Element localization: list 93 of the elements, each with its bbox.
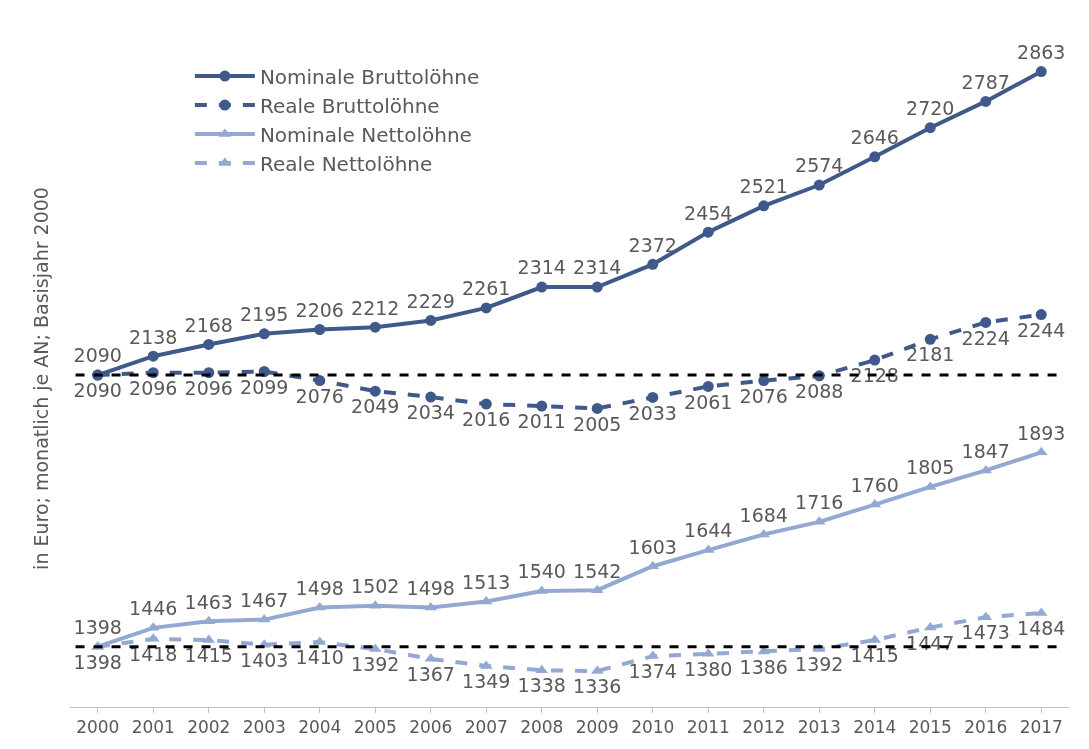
data-label: 1386 [739,655,788,678]
data-label: 1540 [517,560,566,583]
legend-label: Nominale Bruttolöhne [259,64,480,89]
data-label: 2076 [295,384,344,407]
y-axis-title: in Euro; monatlich je AN; Basisjahr 2000 [29,187,52,570]
legend-label: Reale Bruttolöhne [259,93,440,118]
x-tick-label: 2009 [575,717,619,738]
legend-label: Nominale Nettolöhne [259,122,472,147]
x-tick-label: 2016 [964,717,1008,738]
data-label: 2314 [517,256,566,279]
data-label: 1398 [73,616,122,639]
x-tick-label: 2011 [686,717,730,738]
data-label: 1374 [628,660,677,683]
legend-label: Reale Nettolöhne [259,151,433,176]
data-label: 1392 [795,653,844,676]
data-label: 2206 [295,298,344,321]
data-label: 2224 [961,326,1010,349]
data-label: 2016 [462,408,511,431]
data-label: 2096 [184,376,233,399]
data-label: 2076 [739,384,788,407]
data-label: 2033 [628,401,677,424]
x-tick-label: 2006 [409,717,453,738]
data-label: 2090 [73,379,122,402]
data-label: 1447 [906,631,955,654]
data-label: 1603 [628,535,677,558]
data-label: 2720 [906,97,955,120]
data-label: 2168 [184,313,233,336]
data-label: 1403 [240,648,289,671]
x-tick-label: 2004 [298,717,342,738]
x-tick-label: 2002 [187,717,231,738]
data-label: 2195 [240,303,289,326]
data-label: 2011 [517,410,566,433]
data-label: 2244 [1017,318,1066,341]
data-label: 1484 [1017,617,1066,640]
data-label: 2061 [684,390,733,413]
data-label: 2049 [351,395,400,418]
data-label: 1498 [295,576,344,599]
data-label: 2096 [129,376,178,399]
x-tick-label: 2010 [631,717,675,738]
data-label: 2212 [351,296,400,319]
data-label: 1498 [406,576,455,599]
data-label: 1893 [1017,421,1066,444]
data-label: 1367 [406,662,455,685]
data-label: 1463 [184,590,233,613]
data-label: 2034 [406,401,455,424]
data-label: 2138 [129,325,178,348]
data-label: 2181 [906,343,955,366]
x-tick-label: 2013 [797,717,841,738]
data-label: 1415 [184,644,233,667]
data-label: 1336 [573,675,622,698]
x-tick-label: 2014 [853,717,897,738]
data-label: 2646 [850,126,899,149]
data-label: 1392 [351,653,400,676]
data-label: 2314 [573,256,622,279]
x-tick-label: 2007 [464,717,508,738]
x-tick-label: 2012 [742,717,786,738]
data-label: 2372 [628,233,677,256]
x-tick-label: 2017 [1019,717,1063,738]
data-label: 1473 [961,621,1010,644]
data-label: 1380 [684,657,733,680]
data-label: 1349 [462,670,511,693]
data-label: 1542 [573,559,622,582]
x-tick-label: 2015 [908,717,952,738]
data-label: 1513 [462,570,511,593]
x-tick-label: 2008 [520,717,564,738]
data-label: 1467 [240,588,289,611]
x-tick-label: 2001 [131,717,175,738]
data-label: 1805 [906,456,955,479]
data-label: 2229 [406,289,455,312]
data-label: 1716 [795,491,844,514]
x-tick-label: 2000 [76,717,120,738]
data-label: 1415 [850,644,899,667]
data-label: 2863 [1017,40,1066,63]
x-tick-label: 2003 [242,717,286,738]
data-label: 1760 [850,473,899,496]
data-label: 1847 [961,439,1010,462]
data-label: 1410 [295,646,344,669]
data-label: 1338 [517,674,566,697]
data-label: 2787 [961,70,1010,93]
data-label: 2261 [462,277,511,300]
x-tick-label: 2005 [353,717,397,738]
data-label: 2088 [795,379,844,402]
data-label: 1398 [73,650,122,673]
data-label: 2521 [739,175,788,198]
data-label: 2454 [684,201,733,224]
data-label: 2099 [240,375,289,398]
data-label: 1684 [739,503,788,526]
data-label: 1644 [684,519,733,542]
data-label: 1502 [351,575,400,598]
data-label: 2574 [795,154,844,177]
data-label: 2005 [573,412,622,435]
data-label: 1446 [129,597,178,620]
data-label: 2090 [73,344,122,367]
